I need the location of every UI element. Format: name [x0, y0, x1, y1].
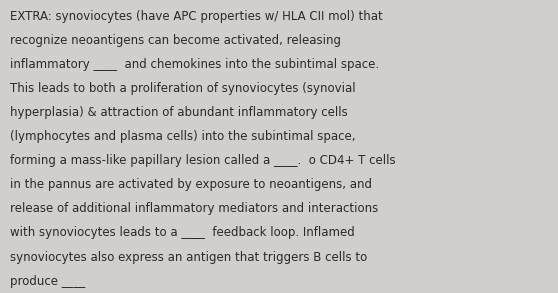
Text: EXTRA: synoviocytes (have APC properties w/ HLA CII mol) that: EXTRA: synoviocytes (have APC properties…: [10, 10, 383, 23]
Text: forming a mass-like papillary lesion called a ____.  o CD4+ T cells: forming a mass-like papillary lesion cal…: [10, 154, 396, 167]
Text: inflammatory ____  and chemokines into the subintimal space.: inflammatory ____ and chemokines into th…: [10, 58, 379, 71]
Text: hyperplasia) & attraction of abundant inflammatory cells: hyperplasia) & attraction of abundant in…: [10, 106, 348, 119]
Text: with synoviocytes leads to a ____  feedback loop. Inflamed: with synoviocytes leads to a ____ feedba…: [10, 226, 355, 239]
Text: release of additional inflammatory mediators and interactions: release of additional inflammatory media…: [10, 202, 378, 215]
Text: recognize neoantigens can become activated, releasing: recognize neoantigens can become activat…: [10, 34, 341, 47]
Text: synoviocytes also express an antigen that triggers B cells to: synoviocytes also express an antigen tha…: [10, 251, 367, 263]
Text: (lymphocytes and plasma cells) into the subintimal space,: (lymphocytes and plasma cells) into the …: [10, 130, 355, 143]
Text: in the pannus are activated by exposure to neoantigens, and: in the pannus are activated by exposure …: [10, 178, 372, 191]
Text: produce ____: produce ____: [10, 275, 85, 287]
Text: This leads to both a proliferation of synoviocytes (synovial: This leads to both a proliferation of sy…: [10, 82, 355, 95]
